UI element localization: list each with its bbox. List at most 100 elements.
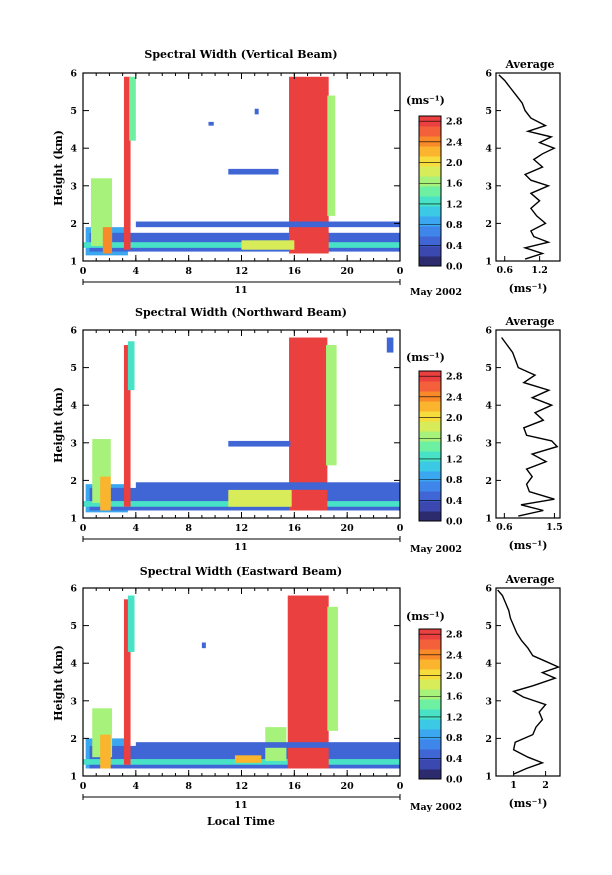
profile-frame	[495, 72, 561, 262]
colorbar-swatch	[419, 246, 441, 257]
colorbar-swatch	[419, 649, 441, 660]
colorbar-label: 0.0	[446, 775, 463, 786]
colorbar-unit: (ms⁻¹)	[406, 351, 445, 364]
colorbar-swatch	[419, 511, 441, 522]
colorbar-swatch	[419, 166, 441, 177]
y-axis-label: Height (km)	[52, 130, 65, 206]
heatmap-cell	[326, 345, 337, 466]
heatmap-cell	[228, 489, 292, 507]
y-tick-label: 4	[70, 401, 77, 412]
colorbar-swatch	[419, 196, 441, 207]
colorbar-label: 2.4	[446, 392, 463, 403]
colorbar-label: 1.2	[446, 454, 463, 465]
day-label: 11	[234, 542, 247, 553]
y-tick-label: 2	[70, 476, 77, 487]
x-tick-label: 8	[185, 266, 192, 277]
x-tick-label: 0	[80, 523, 87, 534]
profile-y-tick-label: 1	[485, 257, 492, 268]
colorbar-label: 2.8	[446, 372, 463, 383]
panel-eastward-beam: Spectral Width (Eastward Beam) Height (k…	[52, 565, 561, 813]
y-tick-label: 1	[70, 257, 77, 268]
day-label: 11	[234, 800, 247, 811]
colorbar-swatch	[419, 136, 441, 147]
colorbar-swatch	[419, 679, 441, 690]
panel-title: Spectral Width (Northward Beam)	[135, 306, 347, 319]
month-label: May 2002	[410, 802, 462, 813]
colorbar-swatch	[419, 461, 441, 472]
heatmap-cell	[327, 606, 338, 731]
y-tick-label: 3	[70, 696, 77, 707]
profile-frame	[495, 329, 561, 519]
colorbar-label: 1.6	[446, 692, 463, 703]
profile-x-tick-label: 1	[510, 780, 517, 791]
colorbar-swatch	[419, 759, 441, 770]
colorbar-swatch	[419, 156, 441, 167]
profile-y-tick-label: 3	[485, 181, 492, 192]
y-tick-label: 1	[70, 772, 77, 783]
day-label: 11	[234, 285, 247, 296]
x-tick-label: 0	[80, 266, 87, 277]
colorbar-swatch	[419, 206, 441, 217]
profile-x-tick-label: 1.5	[546, 522, 563, 533]
panel-northward-beam: Spectral Width (Northward Beam) Height (…	[52, 306, 563, 555]
colorbar-swatch	[419, 491, 441, 502]
profile-y-tick-label: 6	[485, 326, 492, 337]
colorbar-swatch	[419, 639, 441, 650]
x-tick-label: 0	[397, 266, 404, 277]
colorbar-swatch	[419, 481, 441, 492]
profile-x-tick-label: 0.6	[496, 522, 513, 533]
colorbar-label: 0.8	[446, 733, 463, 744]
y-tick-label: 4	[70, 659, 77, 670]
heatmap-cell	[386, 337, 394, 353]
colorbar-label: 0.8	[446, 475, 463, 486]
colorbar-swatch	[419, 391, 441, 402]
profile-y-tick-label: 5	[485, 106, 492, 117]
colorbar-swatch	[419, 709, 441, 720]
colorbar-swatch	[419, 411, 441, 422]
x-tick-label: 8	[185, 523, 192, 534]
x-tick-label: 12	[235, 523, 248, 534]
x-tick-label: 0	[397, 523, 404, 534]
colorbar-swatch	[419, 471, 441, 482]
profile-title: Average	[504, 58, 554, 71]
profile-y-tick-label: 2	[485, 476, 492, 487]
colorbar-label: 0.4	[446, 754, 463, 765]
y-tick-label: 4	[70, 144, 77, 155]
heatmap-cell	[289, 337, 328, 511]
colorbar-label: 2.0	[446, 158, 463, 169]
profile-x-tick-label: 2	[542, 780, 549, 791]
heatmap-cell	[123, 599, 131, 765]
heatmap-cell	[127, 595, 135, 652]
y-tick-label: 2	[70, 734, 77, 745]
y-tick-label: 6	[70, 584, 77, 595]
colorbar-swatch	[419, 729, 441, 740]
heatmap-cell	[123, 76, 131, 250]
colorbar-swatch	[419, 176, 441, 187]
colorbar-swatch	[419, 126, 441, 137]
y-tick-label: 5	[70, 106, 77, 117]
colorbar-swatch	[419, 146, 441, 157]
profile-y-tick-label: 4	[485, 144, 492, 155]
heatmap-cell	[135, 221, 401, 228]
x-tick-label: 20	[341, 781, 355, 792]
heatmap-cell	[127, 341, 135, 391]
colorbar-swatch	[419, 226, 441, 237]
colorbar-label: 0.4	[446, 241, 463, 252]
colorbar-swatch	[419, 381, 441, 392]
profile-y-tick-label: 6	[485, 584, 492, 595]
heatmap-cell	[327, 95, 336, 216]
y-axis-label: Height (km)	[52, 387, 65, 463]
heatmap-cell	[234, 755, 262, 763]
heatmap-cell	[135, 742, 401, 748]
x-tick-label: 16	[288, 523, 302, 534]
heatmap-cell	[129, 76, 136, 141]
y-tick-label: 5	[70, 621, 77, 632]
profile-y-tick-label: 4	[485, 659, 492, 670]
heatmap-cell	[228, 168, 279, 175]
colorbar-label: 0.4	[446, 496, 463, 507]
x-tick-label: 4	[133, 266, 140, 277]
colorbar-unit: (ms⁻¹)	[406, 94, 445, 107]
y-tick-label: 3	[70, 181, 77, 192]
heatmap-cell	[208, 121, 214, 126]
